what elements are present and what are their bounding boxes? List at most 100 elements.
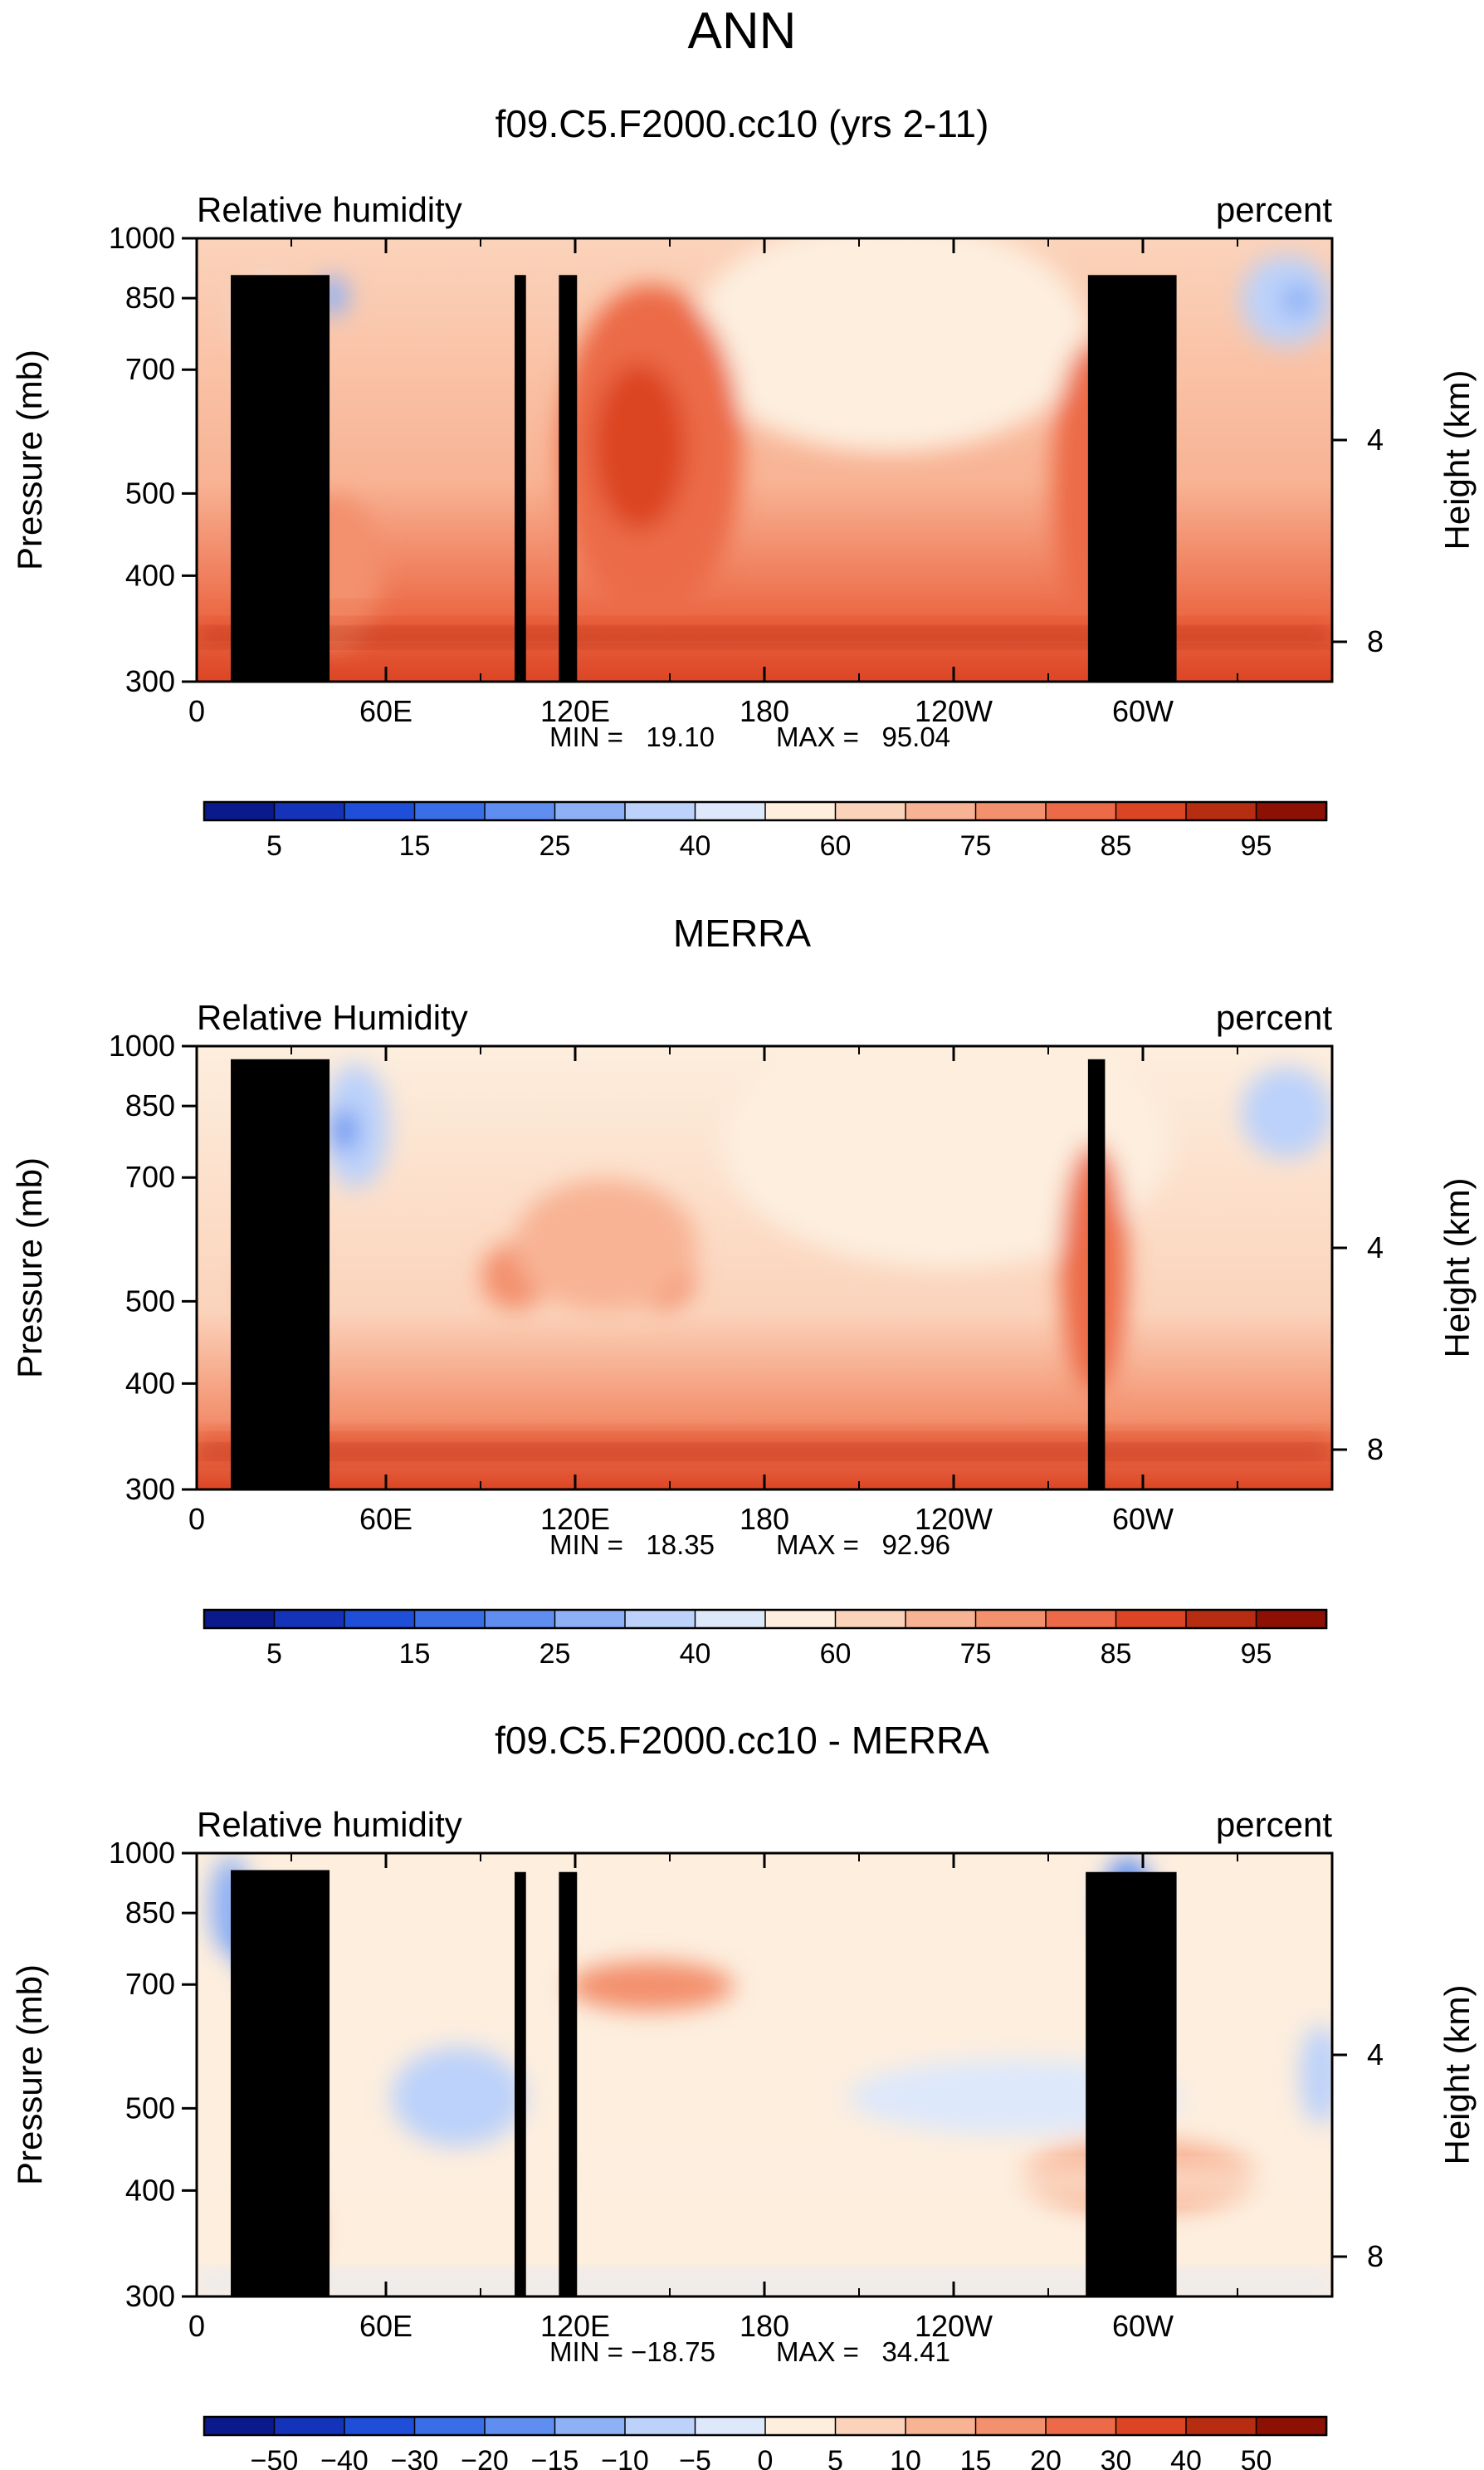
y2-tick-label: 8 [1367, 2239, 1384, 2273]
colorbar-swatch [203, 2416, 276, 2436]
colorbar-label: 95 [1241, 1638, 1272, 1670]
colorbar-swatch [764, 2416, 837, 2436]
colorbar: 5 15 25 40 60 75 85 95 [203, 800, 1328, 862]
x-tick-label: 60W [1112, 2309, 1174, 2343]
panel-title: MERRA [673, 912, 811, 955]
y-tick-label: 700 [125, 1967, 175, 2001]
colorbar-swatch [694, 1609, 767, 1629]
y-tick-label: 300 [125, 664, 175, 698]
orography-mask [515, 275, 526, 682]
x-tick-label: 120E [540, 1502, 610, 1536]
y2-tick-label: 4 [1367, 423, 1384, 457]
y-tick-label: 400 [125, 1366, 175, 1400]
x-tick-label: 60W [1112, 1502, 1174, 1536]
contour-blob [593, 363, 686, 530]
contour-blob [391, 2047, 525, 2147]
colorbar-frame [203, 2415, 1328, 2437]
contour-field [197, 238, 1332, 682]
colorbar-swatch [273, 801, 346, 821]
colorbar-label: 95 [1241, 830, 1272, 862]
colorbar-label: −50 [251, 2445, 299, 2470]
colorbar-label: −10 [601, 2445, 649, 2470]
orography-mask [559, 275, 578, 682]
colorbar-swatch [764, 1609, 837, 1629]
colorbar-label: 25 [539, 1638, 571, 1670]
panel-title: f09.C5.F2000.cc10 (yrs 2-11) [495, 102, 989, 145]
y-tick-label: 300 [125, 1472, 175, 1506]
colorbar-label: 15 [399, 1638, 431, 1670]
min-value: MIN = 18.35 [549, 1529, 715, 1560]
min-value: MIN = 19.10 [549, 721, 715, 752]
colorbar-swatch [1185, 801, 1257, 821]
units-label: percent [1216, 998, 1332, 1037]
y-tick-label: 300 [125, 2279, 175, 2313]
colorbar-swatch [1185, 2416, 1257, 2436]
y2-axis-title: Height (km) [1438, 1984, 1477, 2164]
x-tick-label: 180 [740, 694, 789, 728]
colorbar-label: −30 [391, 2445, 439, 2470]
y-tick-label: 500 [125, 1284, 175, 1318]
colorbar-swatch [413, 1609, 486, 1629]
y2-tick-label: 8 [1367, 624, 1384, 658]
colorbar-swatch [974, 2416, 1047, 2436]
contour-field [197, 1046, 1332, 1489]
x-tick-label: 120W [915, 1502, 993, 1536]
y-tick-label: 1000 [109, 1029, 175, 1063]
colorbar-swatch [344, 801, 416, 821]
colorbar-swatch [1185, 1609, 1257, 1629]
contour-blob [331, 1109, 357, 1152]
y-axis-title: Pressure (mb) [10, 1964, 49, 2185]
x-tick-label: 120W [915, 694, 993, 728]
contour-field [197, 1853, 1332, 2296]
colorbar-label: 20 [1030, 2445, 1062, 2470]
colorbar-swatch [1115, 2416, 1188, 2436]
colorbar-swatch [694, 2416, 767, 2436]
colorbar-swatch [484, 2416, 556, 2436]
x-tick-label: 60W [1112, 694, 1174, 728]
colorbar-swatch [1255, 2416, 1328, 2436]
orography-mask [284, 298, 306, 682]
x-tick-label: 0 [188, 694, 205, 728]
x-tick-label: 120W [915, 2309, 993, 2343]
panel-3: f09.C5.F2000.cc10 - MERRA Relative humidi… [10, 1719, 1477, 2470]
colorbar-swatch [834, 801, 907, 821]
y-tick-label: 500 [125, 476, 175, 510]
colorbar-swatch [413, 801, 486, 821]
colorbar-swatch [1045, 801, 1117, 821]
page-title: ANN [688, 2, 797, 60]
colorbar-swatch [624, 2416, 696, 2436]
contour-band [197, 601, 1332, 620]
colorbar-swatch [554, 2416, 627, 2436]
panels: f09.C5.F2000.cc10 (yrs 2-11) Relative hum… [10, 102, 1477, 2470]
x-tick-label: 120E [540, 2309, 610, 2343]
contour-band [197, 628, 1332, 647]
y-tick-label: 500 [125, 2091, 175, 2125]
colorbar-frame [203, 800, 1328, 822]
orography-mask [299, 1076, 318, 1489]
colorbar-label: 85 [1101, 1638, 1132, 1670]
contour-band [197, 1445, 1332, 1459]
y-axis-title: Pressure (mb) [10, 1157, 49, 1378]
colorbar-label: 5 [266, 1638, 282, 1670]
colorbar: 5 15 25 40 60 75 85 95 [203, 1608, 1328, 1670]
min-value: MIN = −18.75 [549, 2336, 715, 2367]
contour-blob [1241, 1067, 1332, 1159]
x-tick-label: 60E [359, 1502, 412, 1536]
y2-tick-label: 8 [1367, 1432, 1384, 1466]
colorbar-label: 10 [890, 2445, 921, 2470]
contour-blob [690, 238, 1089, 452]
units-label: percent [1216, 1805, 1332, 1844]
y2-axis-title: Height (km) [1438, 1177, 1477, 1357]
orography-mask [515, 1871, 526, 2296]
colorbar-swatch [484, 801, 556, 821]
y2-axis-title: Height (km) [1438, 369, 1477, 550]
y-tick-label: 1000 [109, 1836, 175, 1870]
colorbar-label: −5 [679, 2445, 711, 2470]
colorbar-label: 30 [1101, 2445, 1132, 2470]
colorbar-swatch [764, 801, 837, 821]
colorbar-swatch [203, 1609, 276, 1629]
contour-blob [1281, 283, 1315, 317]
y-tick-label: 400 [125, 558, 175, 592]
colorbar-label: 40 [680, 830, 711, 862]
colorbar-frame [203, 1608, 1328, 1630]
